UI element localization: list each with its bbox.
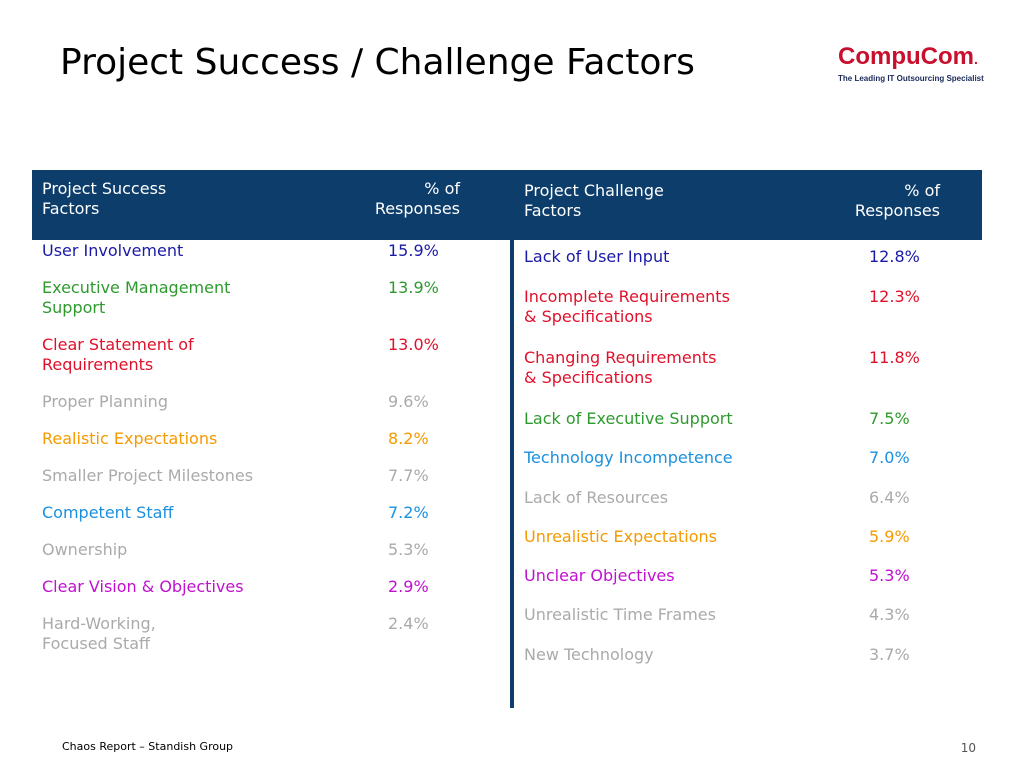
success-factor-pct: 15.9%	[388, 241, 439, 260]
challenge-factor-label: New Technology	[524, 645, 654, 664]
challenge-row: New Technology 3.7%	[524, 645, 964, 705]
success-table-header: Project Success Factors % of Responses	[32, 170, 512, 240]
challenge-factor-label: Lack of Executive Support	[524, 409, 733, 428]
success-factor-label: Proper Planning	[42, 392, 168, 411]
challenge-row: Changing Requirements & Specifications 1…	[524, 348, 964, 408]
challenge-factor-label: Lack of User Input	[524, 247, 670, 266]
challenge-header-pct: % of Responses	[854, 181, 940, 220]
challenge-factor-label: Incomplete Requirements & Specifications	[524, 287, 730, 326]
success-row: Clear Statement of Requirements 13.0%	[42, 335, 482, 395]
challenge-factor-pct: 4.3%	[869, 605, 910, 624]
success-row: User Involvement 15.9%	[42, 241, 482, 301]
success-row: Proper Planning 9.6%	[42, 392, 482, 452]
challenge-factor-pct: 11.8%	[869, 348, 920, 367]
success-factor-pct: 5.3%	[388, 540, 429, 559]
success-factor-label: Competent Staff	[42, 503, 174, 522]
success-factor-label: User Involvement	[42, 241, 184, 260]
success-factor-pct: 2.4%	[388, 614, 429, 633]
challenge-row: Unrealistic Expectations 5.9%	[524, 527, 964, 587]
success-header-pct: % of Responses	[374, 179, 460, 218]
challenge-factor-pct: 5.9%	[869, 527, 910, 546]
challenge-row: Lack of User Input 12.8%	[524, 247, 964, 307]
challenge-row: Unclear Objectives 5.3%	[524, 566, 964, 626]
challenge-row: Incomplete Requirements & Specifications…	[524, 287, 964, 347]
challenge-factor-pct: 7.0%	[869, 448, 910, 467]
footer-source: Chaos Report – Standish Group	[62, 740, 234, 753]
challenge-factor-label: Technology Incompetence	[524, 448, 733, 467]
success-factor-pct: 9.6%	[388, 392, 429, 411]
challenge-factor-pct: 3.7%	[869, 645, 910, 664]
success-factor-label: Realistic Expectations	[42, 429, 218, 448]
challenge-factor-pct: 5.3%	[869, 566, 910, 585]
success-factor-label: Clear Statement of Requirements	[42, 335, 194, 374]
success-factor-label: Clear Vision & Objectives	[42, 577, 244, 596]
success-row: Realistic Expectations 8.2%	[42, 429, 482, 489]
slide-title: Project Success / Challenge Factors	[60, 42, 695, 83]
challenge-factor-pct: 12.8%	[869, 247, 920, 266]
logo-tagline: The Leading IT Outsourcing Specialist	[838, 74, 984, 83]
success-row: Smaller Project Milestones 7.7%	[42, 466, 482, 526]
success-row: Competent Staff 7.2%	[42, 503, 482, 563]
success-factor-pct: 8.2%	[388, 429, 429, 448]
success-header-label: Project Success Factors	[42, 179, 167, 218]
challenge-header-label: Project Challenge Factors	[524, 181, 664, 220]
challenge-factor-pct: 6.4%	[869, 488, 910, 507]
success-factor-pct: 7.7%	[388, 466, 429, 485]
success-row: Ownership 5.3%	[42, 540, 482, 600]
challenge-factor-label: Unclear Objectives	[524, 566, 675, 585]
compucom-logo: CompuCom. The Leading IT Outsourcing Spe…	[838, 45, 998, 90]
success-factor-label: Ownership	[42, 540, 128, 559]
challenge-row: Technology Incompetence 7.0%	[524, 448, 964, 508]
challenge-row: Lack of Resources 6.4%	[524, 488, 964, 548]
success-factor-label: Smaller Project Milestones	[42, 466, 254, 485]
challenge-row: Lack of Executive Support 7.5%	[524, 409, 964, 469]
challenge-factor-pct: 7.5%	[869, 409, 910, 428]
page-number: 10	[960, 741, 976, 755]
challenge-table-header: Project Challenge Factors % of Responses	[512, 170, 982, 240]
success-factor-pct: 7.2%	[388, 503, 429, 522]
challenge-factor-label: Unrealistic Time Frames	[524, 605, 716, 624]
logo-wordmark: CompuCom.	[838, 43, 978, 70]
challenge-factor-label: Changing Requirements & Specifications	[524, 348, 717, 387]
challenge-factor-label: Unrealistic Expectations	[524, 527, 717, 546]
success-factor-pct: 13.9%	[388, 278, 439, 297]
success-factor-label: Executive Management Support	[42, 278, 231, 317]
challenge-factor-pct: 12.3%	[869, 287, 920, 306]
success-factor-pct: 13.0%	[388, 335, 439, 354]
success-row: Executive Management Support 13.9%	[42, 278, 482, 338]
success-factor-pct: 2.9%	[388, 577, 429, 596]
column-divider	[510, 240, 514, 708]
challenge-factor-label: Lack of Resources	[524, 488, 669, 507]
success-row: Hard-Working, Focused Staff 2.4%	[42, 614, 482, 674]
success-row: Clear Vision & Objectives 2.9%	[42, 577, 482, 637]
challenge-row: Unrealistic Time Frames 4.3%	[524, 605, 964, 665]
success-factor-label: Hard-Working, Focused Staff	[42, 614, 156, 653]
